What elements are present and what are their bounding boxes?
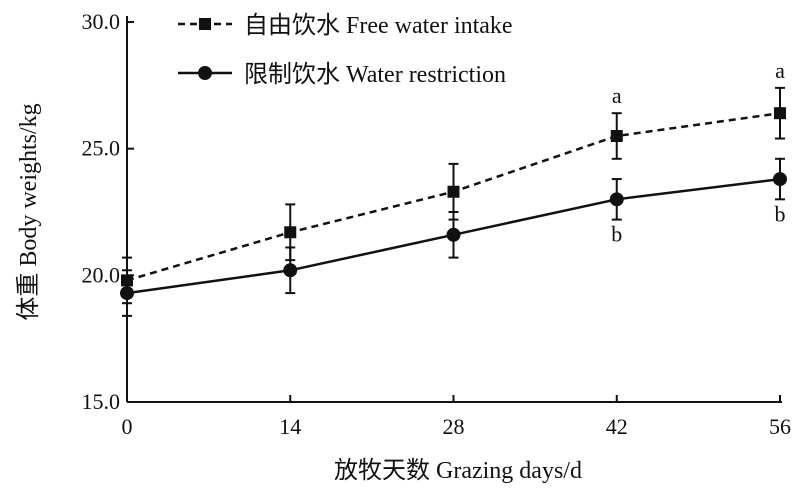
legend: 自由饮水 Free water intake 限制饮水 Water restri… [178, 12, 513, 88]
significance-label: a [775, 58, 785, 83]
x-tick-label: 28 [443, 414, 465, 439]
axes: 15.0 20.0 25.0 30.0 0 14 28 42 56 [82, 9, 792, 439]
x-tick-label: 56 [769, 414, 791, 439]
significance-label: a [612, 83, 622, 108]
x-tick-label: 42 [606, 414, 628, 439]
series-1: aa [121, 58, 786, 305]
significance-label: b [611, 222, 622, 247]
legend-swatch-marker-free-water [199, 18, 211, 30]
data-point [120, 286, 134, 301]
data-point [446, 227, 461, 242]
data-point [284, 226, 297, 239]
legend-swatch-marker-water-restriction [198, 66, 212, 80]
y-tick-label: 15.0 [82, 389, 121, 414]
y-axis-title: 体重 Body weights/kg [15, 103, 42, 320]
significance-label: b [775, 201, 786, 226]
y-tick-label: 25.0 [82, 136, 121, 161]
x-tick-label: 0 [122, 414, 133, 439]
y-tick-label: 20.0 [82, 262, 121, 287]
x-tick-label: 14 [279, 414, 301, 439]
legend-label-water-restriction: 限制饮水 Water restriction [244, 61, 506, 88]
data-point [283, 263, 298, 278]
x-axis-title: 放牧天数 Grazing days/d [334, 457, 582, 484]
legend-label-free-water: 自由饮水 Free water intake [244, 12, 513, 39]
y-tick-label: 30.0 [82, 9, 121, 34]
series-2: bb [120, 157, 787, 317]
data-point [774, 107, 786, 120]
data-point [447, 185, 460, 198]
data-point [610, 130, 623, 142]
data-point [609, 192, 624, 207]
data-point [773, 172, 787, 187]
